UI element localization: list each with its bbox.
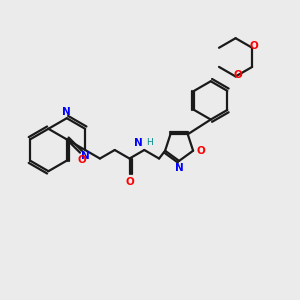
Text: N: N [81,151,89,160]
Text: N: N [62,107,71,117]
Text: O: O [233,70,242,80]
Text: O: O [196,146,205,156]
Text: N: N [175,163,184,173]
Text: O: O [250,41,259,51]
Text: H: H [146,138,153,147]
Text: O: O [125,177,134,187]
Text: O: O [78,155,86,165]
Text: N: N [134,138,143,148]
